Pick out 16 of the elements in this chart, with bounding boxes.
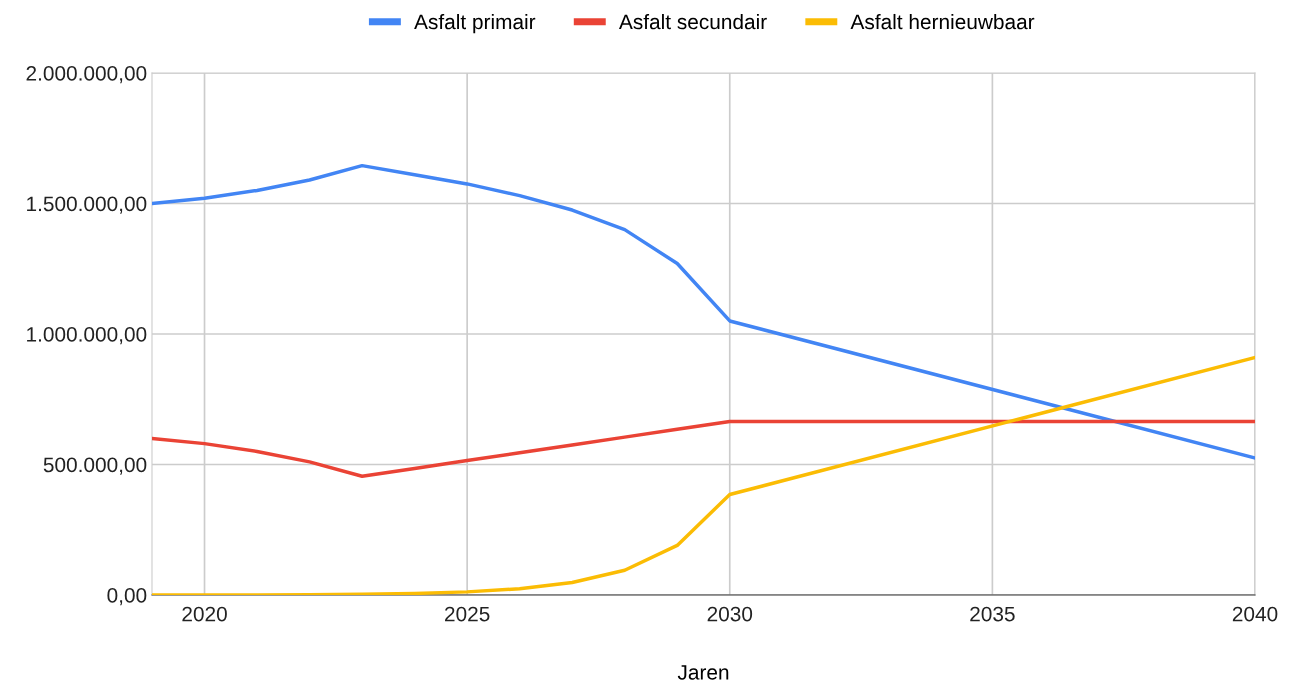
line-series <box>152 163 1255 460</box>
x-axis-title: Jaren <box>677 665 729 680</box>
legend-label: Asfalt primair <box>414 13 536 34</box>
x-tick-label: 2030 <box>707 606 753 622</box>
x-tick-label: 2025 <box>445 606 490 622</box>
legend-label: Asfalt hernieuwbaar <box>850 13 1035 30</box>
y-tick-label: 0,00 <box>107 588 147 606</box>
y-tick-label: 500.000,00 <box>43 457 147 475</box>
y-tick-label: 1.000.000,00 <box>27 327 147 345</box>
x-tick-label: 2020 <box>182 606 227 622</box>
x-tick-label: 2035 <box>970 606 1015 622</box>
line-series <box>152 419 1255 478</box>
y-tick-label: 2.000.000,00 <box>26 66 147 84</box>
x-tick-label: 2040 <box>1232 606 1278 622</box>
y-tick-label: 1.500.000,00 <box>27 196 147 214</box>
legend-label: Asfalt secundair <box>618 13 767 30</box>
